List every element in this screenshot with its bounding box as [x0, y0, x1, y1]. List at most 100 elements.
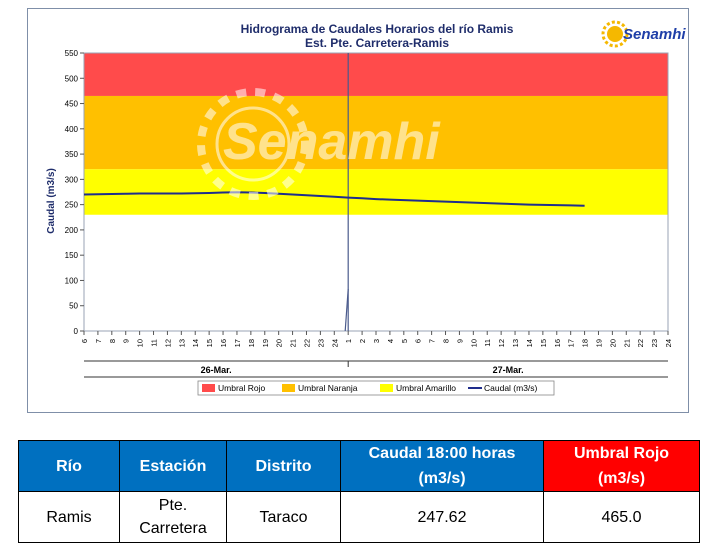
threshold-band-umbral-naranja: [84, 95, 668, 170]
y-tick-label: 100: [65, 276, 79, 285]
x-tick-label: 19: [261, 339, 270, 347]
x-tick-label: 8: [442, 339, 451, 343]
x-tick-label: 6: [80, 339, 89, 343]
header-distrito: Distrito: [226, 440, 341, 492]
chart-canvas: Hidrograma de Caudales Horarios del río …: [46, 20, 686, 396]
cell-rio: Ramis: [18, 491, 120, 543]
y-tick-label: 500: [65, 74, 79, 83]
legend-label: Umbral Naranja: [298, 383, 358, 393]
header-umbral-line1: Umbral Rojo: [573, 445, 670, 462]
threshold-band-umbral-amarillo: [84, 169, 668, 215]
cell-estacion-line2: Carretera: [139, 520, 207, 537]
x-tick-label: 11: [483, 339, 492, 347]
x-tick-label: 23: [650, 339, 659, 347]
table-row: Ramis Pte. Carretera Taraco 247.62 465.0: [18, 491, 700, 543]
x-tick-label: 12: [163, 339, 172, 347]
x-tick-label: 23: [316, 339, 325, 347]
cell-umbral: 465.0: [543, 491, 700, 543]
x-tick-label: 20: [275, 339, 284, 347]
legend-swatch: [380, 384, 393, 392]
x-tick-label: 8: [108, 339, 117, 343]
cell-estacion-line1: Pte.: [158, 497, 188, 514]
senamhi-logo: Senamhi: [601, 20, 686, 48]
x-tick-label: 24: [330, 339, 339, 347]
sun-icon: [601, 20, 629, 48]
x-tick-label: 5: [400, 339, 409, 343]
x-tick-label: 21: [622, 339, 631, 347]
y-tick-label: 250: [65, 201, 79, 210]
watermark-text: Senamhi: [223, 113, 441, 171]
x-tick-label: 9: [122, 339, 131, 343]
chart-title: Hidrograma de Caudales Horarios del río …: [241, 22, 514, 36]
hydrograph-chart: Hidrograma de Caudales Horarios del río …: [27, 8, 689, 413]
header-estacion: Estación: [119, 440, 227, 492]
x-tick-label: 9: [455, 339, 464, 343]
y-tick-label: 200: [65, 226, 79, 235]
chart-subtitle: Est. Pte. Carretera-Ramis: [305, 36, 449, 50]
x-tick-label: 14: [191, 339, 200, 347]
x-tick-label: 16: [219, 339, 228, 347]
y-tick-label: 350: [65, 150, 79, 159]
x-tick-label: 20: [608, 339, 617, 347]
header-caudal-line1: Caudal 18:00 horas: [368, 445, 516, 462]
series-line-caudal: [83, 191, 585, 207]
threshold-band-umbral-rojo: [84, 53, 668, 96]
y-tick-label: 400: [65, 125, 79, 134]
x-tick-label: 22: [636, 339, 645, 347]
x-tick-label: 24: [664, 339, 673, 347]
x-tick-label: 17: [233, 339, 242, 347]
x-tick-label: 6: [414, 339, 423, 343]
y-tick-label: 50: [69, 302, 78, 311]
y-tick-label: 450: [65, 100, 79, 109]
legend-swatch: [282, 384, 295, 392]
y-axis-label: Caudal (m3/s): [46, 168, 57, 234]
y-tick-label: 300: [65, 175, 79, 184]
legend-label: Umbral Amarillo: [396, 383, 456, 393]
x-tick-label: 7: [94, 339, 103, 343]
x-tick-label: 3: [372, 339, 381, 343]
x-tick-label: 18: [247, 339, 256, 347]
x-tick-label: 12: [497, 339, 506, 347]
x-tick-label: 15: [539, 339, 548, 347]
x-tick-label: 10: [136, 339, 145, 347]
logo-text: Senamhi: [623, 26, 686, 43]
watermark: Senamhi: [197, 88, 441, 200]
table-header-row: Río Estación Distrito Caudal 18:00 horas…: [18, 440, 700, 492]
x-tick-label: 7: [428, 339, 437, 343]
cell-estacion: Pte. Carretera: [119, 491, 227, 543]
x-tick-label: 15: [205, 339, 214, 347]
x-tick-label: 11: [150, 339, 159, 347]
y-tick-label: 150: [65, 251, 79, 260]
x-tick-label: 2: [358, 339, 367, 343]
x-tick-label: 21: [289, 339, 298, 347]
x-tick-label: 14: [525, 339, 534, 347]
header-umbral-line2: (m3/s): [597, 470, 646, 487]
legend-swatch: [202, 384, 215, 392]
y-tick-label: 550: [65, 49, 79, 58]
x-tick-label: 13: [177, 339, 186, 347]
legend-label: Caudal (m3/s): [484, 383, 538, 393]
x-tick-label: 19: [594, 339, 603, 347]
x-tick-label: 18: [581, 339, 590, 347]
summary-table: Río Estación Distrito Caudal 18:00 horas…: [18, 440, 700, 543]
cell-caudal: 247.62: [340, 491, 544, 543]
date-label: 27-Mar.: [493, 365, 524, 375]
header-umbral-rojo: Umbral Rojo (m3/s): [543, 440, 700, 492]
header-rio: Río: [18, 440, 120, 492]
header-caudal-line2: (m3/s): [418, 470, 466, 487]
x-tick-label: 16: [553, 339, 562, 347]
x-tick-label: 13: [511, 339, 520, 347]
cursor-stem: [344, 288, 349, 332]
x-tick-label: 10: [469, 339, 478, 347]
date-label: 26-Mar.: [201, 365, 232, 375]
x-tick-label: 17: [567, 339, 576, 347]
x-tick-label: 22: [302, 339, 311, 347]
cell-distrito: Taraco: [226, 491, 341, 543]
x-tick-label: 1: [344, 339, 353, 343]
chart-legend: Umbral Rojo Umbral Naranja Umbral Amarillo…: [197, 380, 555, 396]
x-tick-label: 4: [386, 339, 395, 343]
legend-label: Umbral Rojo: [218, 383, 266, 393]
y-tick-label: 0: [74, 327, 79, 336]
header-caudal: Caudal 18:00 horas (m3/s): [340, 440, 544, 492]
